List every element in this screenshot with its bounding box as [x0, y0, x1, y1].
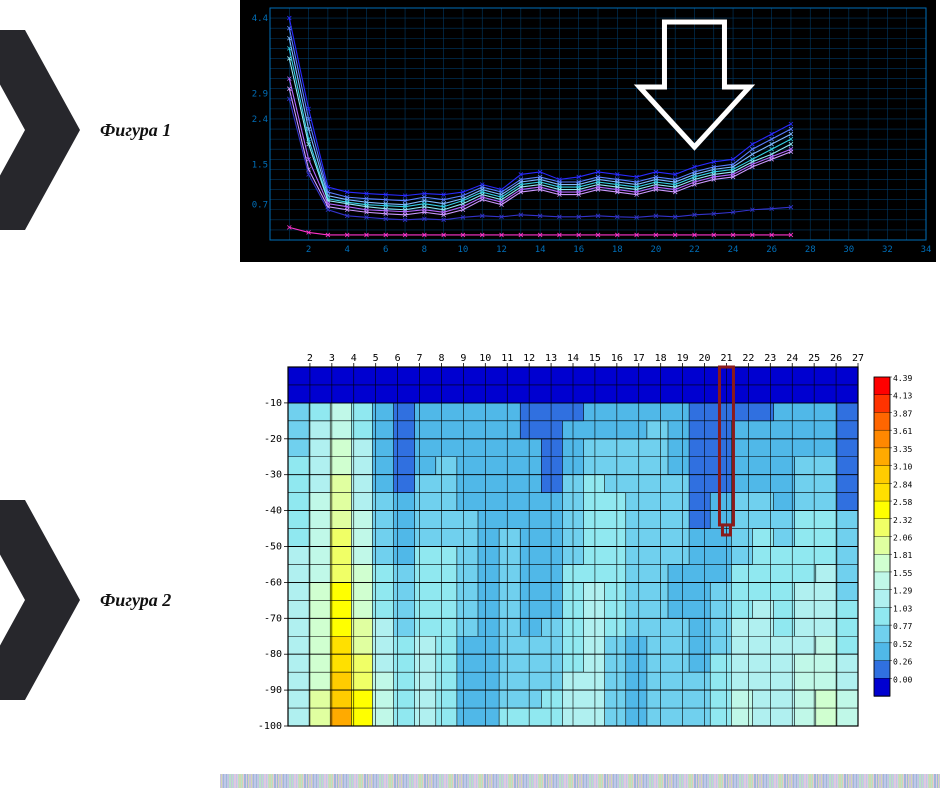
svg-text:24: 24 [786, 353, 798, 364]
svg-text:1.81: 1.81 [893, 551, 912, 560]
figure2-heatmap: 2345678910111213141516171819202122232425… [240, 345, 936, 740]
svg-text:30: 30 [843, 245, 854, 255]
svg-text:2.32: 2.32 [893, 516, 912, 525]
figure1-caption: Фигура 1 [100, 120, 171, 141]
svg-text:3.87: 3.87 [893, 409, 912, 418]
svg-text:25: 25 [808, 353, 820, 364]
svg-text:4: 4 [351, 353, 357, 364]
svg-text:-50: -50 [264, 542, 282, 553]
svg-text:2.84: 2.84 [893, 480, 912, 489]
svg-text:11: 11 [501, 353, 513, 364]
svg-text:2: 2 [306, 245, 311, 255]
page: Фигура 1 Фигура 2 0.71.52.42.94.42468101… [0, 0, 940, 788]
svg-text:0.26: 0.26 [893, 658, 912, 667]
svg-text:2.06: 2.06 [893, 534, 912, 543]
svg-text:26: 26 [766, 245, 777, 255]
svg-text:22: 22 [742, 353, 754, 364]
svg-text:4.4: 4.4 [252, 14, 268, 24]
svg-text:0.77: 0.77 [893, 622, 912, 631]
svg-text:14: 14 [567, 353, 579, 364]
svg-text:2: 2 [307, 353, 313, 364]
svg-text:24: 24 [728, 245, 739, 255]
svg-text:20: 20 [699, 353, 711, 364]
svg-text:18: 18 [612, 245, 623, 255]
svg-text:-80: -80 [264, 649, 282, 660]
svg-text:8: 8 [422, 245, 427, 255]
svg-text:-100: -100 [258, 721, 282, 732]
svg-text:26: 26 [830, 353, 842, 364]
svg-text:0.7: 0.7 [252, 201, 268, 211]
svg-text:10: 10 [479, 353, 491, 364]
svg-text:4.13: 4.13 [893, 392, 912, 401]
svg-text:3.61: 3.61 [893, 427, 912, 436]
svg-text:28: 28 [805, 245, 816, 255]
svg-text:-40: -40 [264, 506, 282, 517]
svg-text:2.9: 2.9 [252, 90, 268, 100]
svg-text:0.00: 0.00 [893, 675, 912, 684]
chevron-decoration-2 [0, 500, 80, 700]
svg-text:22: 22 [689, 245, 700, 255]
chevron-decoration-1 [0, 30, 80, 230]
svg-text:10: 10 [458, 245, 469, 255]
svg-text:2.4: 2.4 [252, 115, 268, 125]
svg-text:19: 19 [677, 353, 689, 364]
svg-text:20: 20 [650, 245, 661, 255]
svg-text:-30: -30 [264, 470, 282, 481]
svg-text:14: 14 [535, 245, 546, 255]
svg-text:4.39: 4.39 [893, 374, 912, 383]
svg-text:12: 12 [523, 353, 535, 364]
svg-text:16: 16 [573, 245, 584, 255]
svg-text:-60: -60 [264, 577, 282, 588]
noise-strip-decoration [220, 774, 940, 788]
svg-text:13: 13 [545, 353, 557, 364]
svg-text:4: 4 [344, 245, 349, 255]
svg-text:3.10: 3.10 [893, 463, 912, 472]
figure1-line-chart: 0.71.52.42.94.42468101214161820222426283… [240, 0, 936, 262]
svg-text:3: 3 [329, 353, 335, 364]
svg-text:16: 16 [611, 353, 623, 364]
svg-text:18: 18 [655, 353, 667, 364]
svg-text:32: 32 [882, 245, 893, 255]
svg-text:6: 6 [383, 245, 388, 255]
svg-text:1.55: 1.55 [893, 569, 912, 578]
svg-text:12: 12 [496, 245, 507, 255]
svg-text:15: 15 [589, 353, 601, 364]
svg-text:0.52: 0.52 [893, 640, 912, 649]
svg-text:1.03: 1.03 [893, 604, 912, 613]
svg-text:9: 9 [460, 353, 466, 364]
svg-text:5: 5 [373, 353, 379, 364]
svg-text:-20: -20 [264, 434, 282, 445]
svg-text:17: 17 [633, 353, 645, 364]
svg-text:8: 8 [438, 353, 444, 364]
svg-text:2.58: 2.58 [893, 498, 912, 507]
figure2-caption: Фигура 2 [100, 590, 171, 611]
svg-text:-90: -90 [264, 685, 282, 696]
svg-text:3.35: 3.35 [893, 445, 912, 454]
svg-text:-70: -70 [264, 613, 282, 624]
svg-text:-10: -10 [264, 398, 282, 409]
svg-text:34: 34 [921, 245, 932, 255]
svg-text:1.5: 1.5 [252, 160, 268, 170]
svg-text:23: 23 [764, 353, 776, 364]
svg-text:6: 6 [395, 353, 401, 364]
svg-text:1.29: 1.29 [893, 587, 912, 596]
svg-text:27: 27 [852, 353, 864, 364]
svg-text:21: 21 [720, 353, 732, 364]
svg-text:7: 7 [417, 353, 423, 364]
